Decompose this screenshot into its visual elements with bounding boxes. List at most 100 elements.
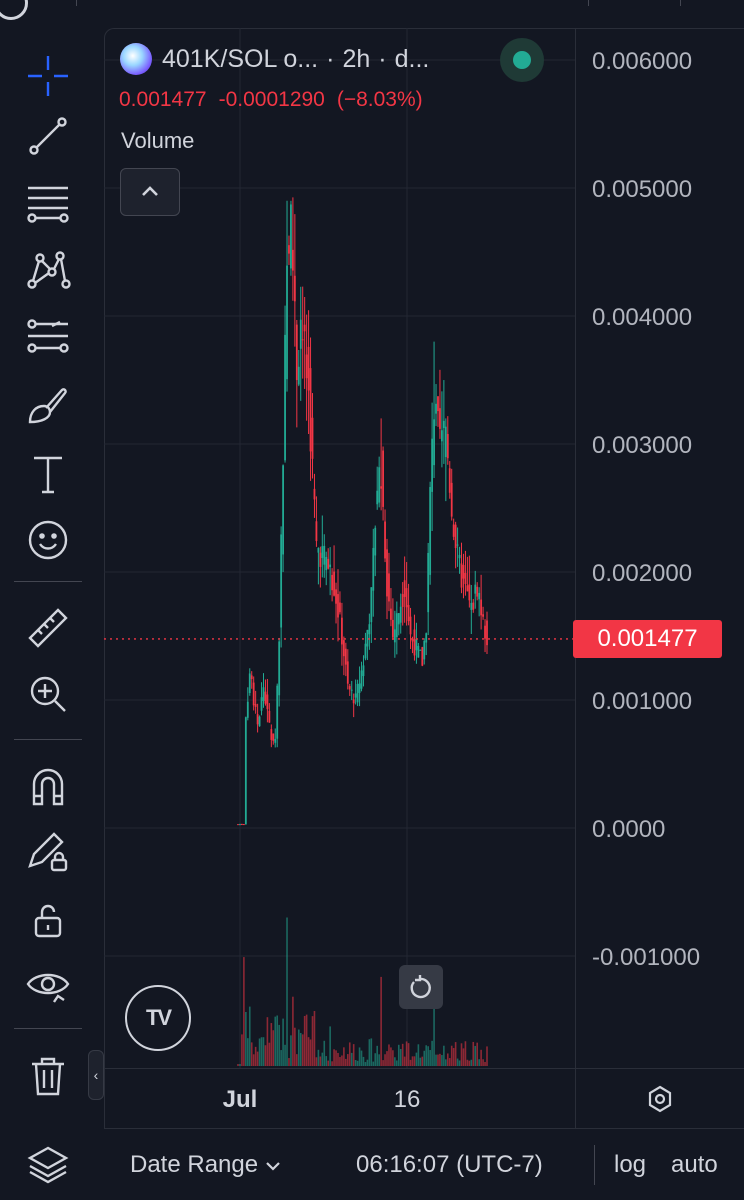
volume-bar bbox=[254, 1046, 257, 1066]
chart-pane[interactable] bbox=[104, 28, 744, 1129]
candle-body bbox=[374, 527, 377, 556]
tradingview-logo[interactable]: TV bbox=[125, 985, 191, 1051]
candle-body bbox=[270, 729, 273, 740]
hide-tool[interactable] bbox=[20, 958, 76, 1014]
volume-bar bbox=[266, 1017, 269, 1066]
candle-body bbox=[470, 602, 473, 610]
candle-body bbox=[268, 710, 271, 723]
candle-body bbox=[478, 592, 481, 600]
volume-bar bbox=[456, 1058, 459, 1066]
candle-body bbox=[395, 613, 398, 638]
legend-collapse-button[interactable] bbox=[120, 168, 180, 216]
volume-bar bbox=[358, 1047, 361, 1066]
candle-body bbox=[323, 545, 326, 565]
volume-bar bbox=[307, 1037, 310, 1066]
legend-symbol[interactable]: 401K/SOL o... bbox=[162, 44, 319, 73]
toolbar-divider bbox=[14, 581, 82, 582]
candle-body bbox=[423, 640, 426, 660]
pattern-tool[interactable] bbox=[20, 242, 76, 298]
volume-bar bbox=[374, 1053, 377, 1066]
volume-label[interactable]: Volume bbox=[121, 128, 195, 153]
chevron-up-icon bbox=[142, 186, 158, 196]
candle-body bbox=[462, 565, 465, 579]
layers-tool[interactable] bbox=[20, 1136, 76, 1192]
fib-tool[interactable] bbox=[20, 176, 76, 232]
bottom-divider bbox=[594, 1145, 595, 1185]
prediction-tool[interactable] bbox=[20, 310, 76, 366]
fib-retracement-icon bbox=[27, 186, 69, 223]
volume-bar bbox=[399, 1048, 402, 1066]
emoji-tool[interactable] bbox=[20, 512, 76, 568]
candle-body bbox=[384, 521, 386, 559]
candle-body bbox=[419, 649, 422, 651]
volume-bar bbox=[294, 1027, 296, 1066]
volume-bar bbox=[470, 1059, 473, 1066]
lock-all-tool[interactable] bbox=[20, 892, 76, 948]
remove-tool[interactable] bbox=[20, 1048, 76, 1104]
volume-bar bbox=[380, 976, 382, 1066]
toolbar-collapse-button[interactable]: ‹ bbox=[88, 1050, 104, 1100]
volume-bar bbox=[401, 1043, 404, 1066]
brush-tool[interactable] bbox=[20, 378, 76, 434]
volume-bar bbox=[448, 1058, 451, 1066]
legend-interval[interactable]: 2h bbox=[342, 44, 371, 73]
legend-change: -0.0001290 bbox=[218, 88, 325, 111]
volume-bar bbox=[350, 1052, 353, 1066]
magnet-tool[interactable] bbox=[20, 758, 76, 814]
candle-body bbox=[262, 687, 265, 701]
time-axis-divider bbox=[104, 1068, 744, 1069]
candle-body bbox=[321, 546, 324, 558]
volume-bar bbox=[352, 1044, 355, 1066]
candle-body bbox=[284, 334, 286, 461]
toolbar-divider bbox=[14, 739, 82, 740]
y-tick-label: 0.002000 bbox=[592, 560, 692, 587]
chart-settings-button[interactable] bbox=[644, 1083, 676, 1115]
candle-body bbox=[484, 625, 486, 639]
candle-body bbox=[482, 614, 484, 617]
volume-bar bbox=[403, 1056, 406, 1066]
volume-bar bbox=[454, 1042, 457, 1066]
candle-body bbox=[276, 685, 279, 739]
volume-bar bbox=[407, 1043, 410, 1066]
volume-bar bbox=[264, 1045, 267, 1066]
candle-body bbox=[352, 699, 355, 704]
candle-body bbox=[333, 571, 335, 596]
log-scale-toggle[interactable]: log bbox=[614, 1151, 647, 1178]
volume-bar bbox=[247, 1038, 249, 1066]
trend-line-tool[interactable] bbox=[20, 108, 76, 164]
candle-body bbox=[348, 686, 351, 690]
candle-body bbox=[372, 547, 375, 591]
ruler-tool[interactable] bbox=[20, 600, 76, 656]
clock-time[interactable]: 06:16:07 (UTC-7) bbox=[356, 1151, 543, 1178]
zoom-tool[interactable] bbox=[20, 666, 76, 722]
volume-bar bbox=[472, 1041, 475, 1066]
candle-body bbox=[342, 640, 345, 657]
candle-body bbox=[307, 346, 310, 391]
volume-bar bbox=[270, 1023, 273, 1066]
candle-body bbox=[319, 552, 322, 567]
price-axis-divider bbox=[575, 28, 576, 1128]
crosshair-tool[interactable] bbox=[20, 48, 76, 104]
candle-body bbox=[393, 629, 396, 643]
candle-body bbox=[407, 605, 410, 622]
ruler-icon bbox=[28, 608, 68, 648]
reset-chart-button[interactable] bbox=[399, 965, 443, 1009]
toolbar-divider bbox=[14, 1028, 82, 1029]
candle-body bbox=[309, 368, 312, 452]
text-tool[interactable] bbox=[20, 446, 76, 502]
lock-drawing-tool[interactable] bbox=[20, 824, 76, 880]
candle-body bbox=[427, 552, 430, 613]
candle-body bbox=[472, 602, 475, 610]
candle-body bbox=[341, 617, 343, 645]
candle-body bbox=[331, 574, 334, 591]
market-status-indicator[interactable] bbox=[500, 38, 544, 82]
candle-body bbox=[362, 665, 365, 677]
candle-body bbox=[272, 733, 275, 741]
auto-scale-toggle[interactable]: auto bbox=[671, 1151, 718, 1178]
volume-bar bbox=[415, 1052, 418, 1066]
volume-bar bbox=[288, 1058, 290, 1066]
volume-bar bbox=[429, 1050, 431, 1066]
date-range-button[interactable]: Date Range bbox=[130, 1151, 281, 1179]
volume-bar bbox=[364, 1062, 367, 1066]
candle-body bbox=[344, 648, 347, 665]
